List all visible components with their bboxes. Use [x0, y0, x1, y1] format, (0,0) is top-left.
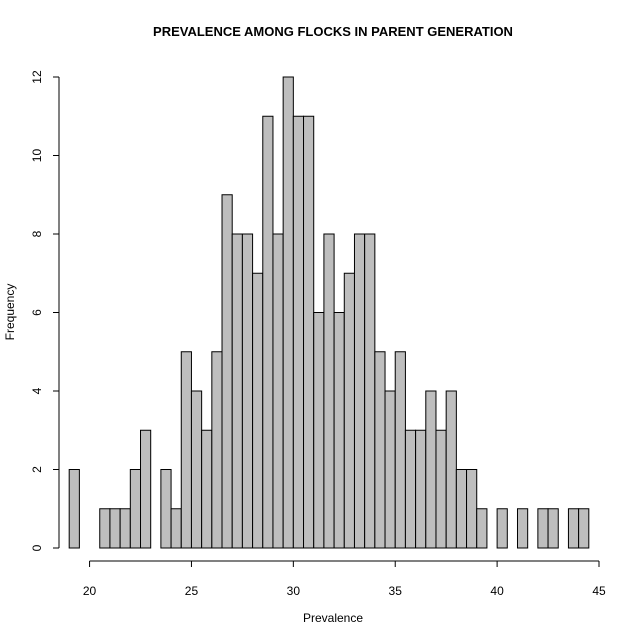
histogram-bar [180, 351, 192, 549]
histogram-bar [516, 508, 529, 549]
histogram-bar [313, 312, 325, 549]
x-tick-label: 35 [389, 584, 403, 598]
histogram-bar [252, 272, 264, 549]
histogram-bar [466, 469, 478, 549]
bars-group [68, 76, 590, 549]
y-axis-label: Frequency [3, 284, 17, 341]
histogram-bar [211, 351, 223, 549]
histogram-bar [282, 76, 294, 549]
histogram-bar [272, 233, 284, 549]
histogram-bar [425, 390, 437, 549]
histogram-bar [404, 429, 417, 549]
histogram-bar [343, 272, 355, 549]
y-tick-label: 2 [30, 466, 44, 473]
histogram-bar [445, 390, 457, 549]
histogram-bar [415, 429, 427, 549]
histogram-bar [476, 508, 488, 549]
x-tick-label: 25 [185, 584, 199, 598]
histogram-bar [109, 508, 121, 549]
y-tick-label: 10 [30, 149, 44, 163]
histogram-bar [435, 429, 447, 549]
histogram-bar [262, 115, 274, 549]
histogram-bar [231, 233, 243, 549]
y-axis: 0 2 4 6 8 10 12 [30, 70, 60, 551]
x-axis: 20 25 30 35 40 45 [83, 560, 606, 598]
x-axis-label: Prevalence [303, 611, 363, 625]
histogram-bar [99, 508, 111, 549]
x-tick-label: 30 [287, 584, 301, 598]
histogram-bar [241, 233, 254, 549]
histogram-bar [303, 115, 315, 549]
x-tick-label: 20 [83, 584, 97, 598]
histogram-bar [323, 233, 335, 549]
histogram-bar [364, 233, 376, 549]
histogram-bar [170, 508, 182, 549]
histogram-bar [119, 508, 131, 549]
histogram-bar [190, 390, 203, 549]
histogram-bar [129, 469, 142, 549]
histogram-bar [292, 115, 305, 549]
y-tick-label: 6 [30, 309, 44, 316]
histogram-bar [384, 390, 396, 549]
histogram-bar [333, 312, 345, 549]
histogram-bar [68, 469, 80, 549]
histogram-bar [140, 429, 152, 549]
x-tick-label: 40 [490, 584, 504, 598]
histogram-bar [567, 508, 580, 549]
chart-title: PREVALENCE AMONG FLOCKS IN PARENT GENERA… [153, 24, 513, 39]
histogram-bar [547, 508, 559, 549]
y-tick-label: 12 [30, 70, 44, 84]
histogram-bar [374, 351, 386, 549]
histogram-bar [537, 508, 549, 549]
x-tick-label: 45 [592, 584, 606, 598]
histogram-bar [578, 508, 590, 549]
histogram-bar [455, 469, 468, 549]
histogram-bar [160, 469, 172, 549]
y-tick-label: 0 [30, 544, 44, 551]
y-tick-label: 4 [30, 387, 44, 394]
histogram-bar [221, 194, 233, 549]
histogram-bar [353, 233, 366, 549]
histogram-bar [394, 351, 406, 549]
y-tick-label: 8 [30, 230, 44, 237]
histogram-bar [201, 429, 213, 549]
histogram-bar [496, 508, 508, 549]
